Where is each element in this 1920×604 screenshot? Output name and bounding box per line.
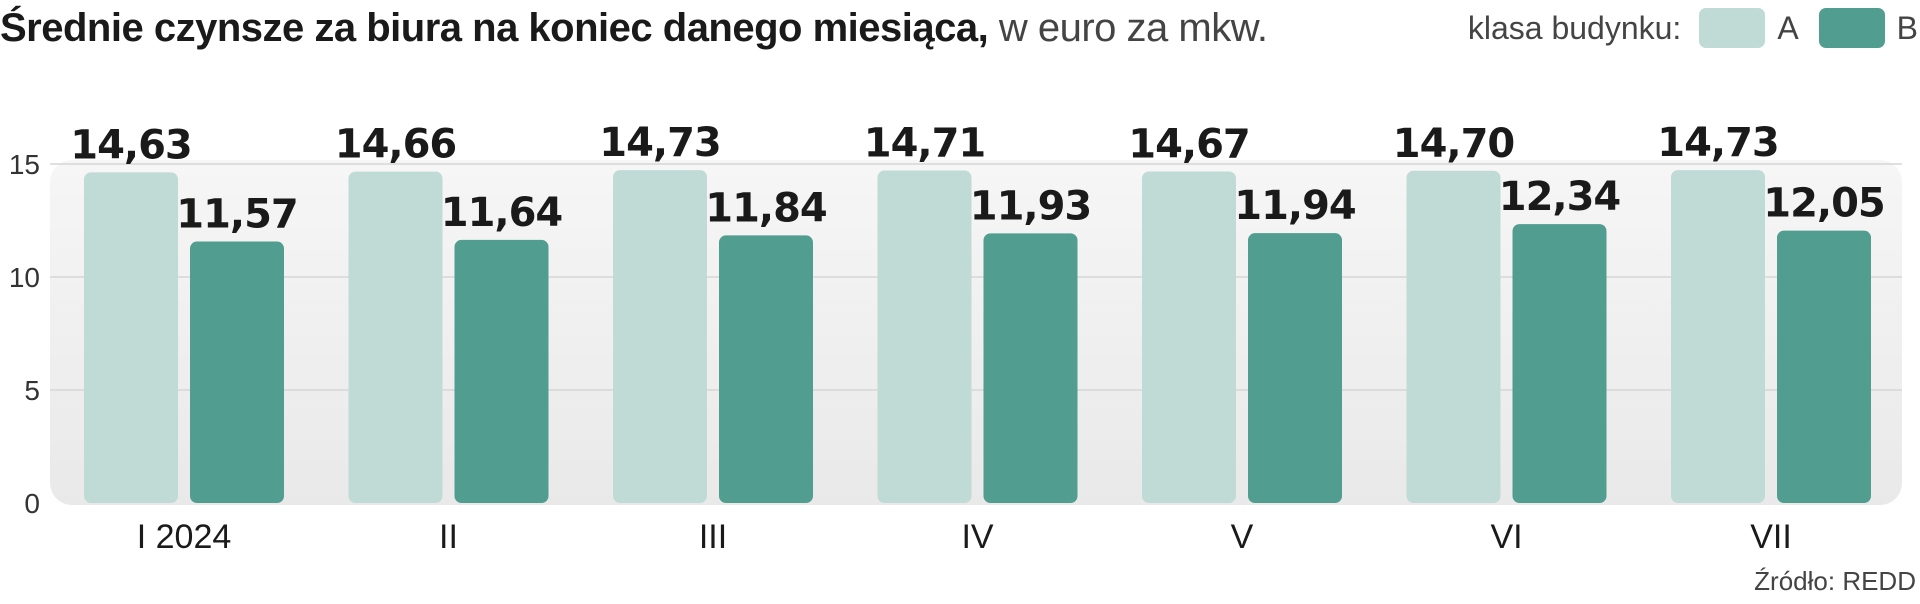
data-label-b: 11,84 bbox=[705, 185, 827, 231]
x-tick-label: V bbox=[1231, 518, 1254, 556]
y-tick-label: 5 bbox=[24, 375, 40, 406]
chart-title: Średnie czynsze za biura na koniec daneg… bbox=[0, 6, 1268, 51]
legend-swatch-a bbox=[1699, 8, 1766, 48]
data-label-a: 14,73 bbox=[1657, 120, 1779, 166]
data-label-b: 11,94 bbox=[1234, 183, 1356, 229]
bar-b bbox=[454, 239, 549, 503]
x-tick-label: II bbox=[439, 518, 458, 556]
chart-title-unit: w euro za mkw. bbox=[988, 6, 1268, 50]
bar-a bbox=[613, 170, 707, 504]
x-tick-label: IV bbox=[961, 518, 993, 556]
data-label-a: 14,71 bbox=[864, 121, 986, 167]
chart-title-main: Średnie czynsze za biura na koniec daneg… bbox=[0, 6, 989, 50]
y-tick-label: 10 bbox=[9, 262, 40, 293]
data-label-b: 11,57 bbox=[176, 192, 298, 238]
x-tick-label: VI bbox=[1490, 518, 1522, 556]
data-label-b: 12,34 bbox=[1499, 174, 1621, 220]
data-label-a: 14,66 bbox=[335, 122, 457, 168]
x-tick-label: I 2024 bbox=[137, 518, 232, 556]
legend: klasa budynku: A B bbox=[1468, 8, 1918, 48]
bar-b bbox=[190, 241, 284, 503]
data-label-a: 14,70 bbox=[1393, 121, 1515, 167]
bar-a bbox=[877, 170, 972, 503]
legend-item-b: B bbox=[1896, 9, 1918, 46]
legend-label: klasa budynku: bbox=[1467, 9, 1682, 46]
bar-a bbox=[348, 171, 443, 503]
data-label-a: 14,73 bbox=[599, 120, 721, 166]
bar-b bbox=[1512, 224, 1607, 503]
data-label-b: 11,64 bbox=[441, 190, 563, 236]
y-tick-label: 0 bbox=[24, 488, 40, 519]
bar-b bbox=[983, 233, 1078, 503]
x-tick-label: VII bbox=[1750, 518, 1792, 556]
y-tick-label: 15 bbox=[9, 149, 40, 180]
bar-a bbox=[1142, 171, 1236, 503]
data-label-b: 12,05 bbox=[1763, 181, 1885, 227]
legend-item-a: A bbox=[1777, 9, 1799, 46]
data-label-b: 11,93 bbox=[970, 183, 1092, 229]
bar-b bbox=[1777, 230, 1871, 504]
x-tick-label: III bbox=[699, 518, 727, 556]
bar-a bbox=[1406, 170, 1501, 503]
bar-a bbox=[1671, 170, 1765, 504]
data-label-a: 14,63 bbox=[70, 122, 192, 168]
bar-b bbox=[1248, 233, 1342, 503]
data-label-a: 14,67 bbox=[1128, 121, 1250, 167]
bar-b bbox=[719, 235, 813, 503]
legend-swatch-b bbox=[1818, 8, 1885, 48]
source-note: Źródło: REDD bbox=[1754, 566, 1916, 596]
bar-a bbox=[84, 172, 178, 503]
